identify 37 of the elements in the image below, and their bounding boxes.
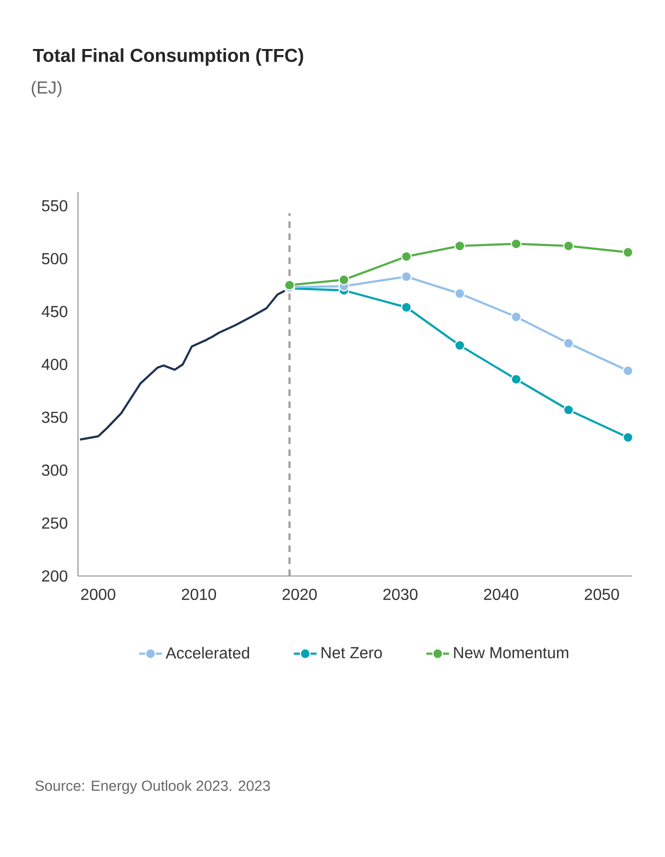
y-tick-label: 500 (42, 252, 68, 264)
point (622, 246, 634, 258)
legend-label: New Momentum (454, 647, 568, 658)
x-tick-label: 2030 (383, 588, 418, 600)
x-tick-label: 2050 (584, 588, 619, 600)
source-note: Source: Energy Outlook 2023. 2023 (35, 780, 270, 794)
y-tick-label: 450 (42, 306, 68, 318)
point (454, 340, 466, 351)
point (622, 432, 634, 443)
point (563, 404, 574, 416)
point (401, 271, 412, 282)
x-tick-label: 2020 (282, 588, 317, 600)
y-tick-label: 200 (42, 570, 68, 582)
point (510, 374, 522, 385)
x-tick-label: 2040 (484, 588, 518, 600)
y-tick-label: 250 (42, 517, 68, 529)
y-tick-label: 550 (42, 200, 68, 212)
legend-label: Accelerated (166, 646, 250, 659)
x-tick-label: 2000 (81, 588, 116, 600)
chart-subtitle: (EJ) (32, 80, 62, 98)
legend-label: Net Zero (322, 647, 382, 658)
point (454, 288, 466, 299)
chart-title: Total Final Consumption (TFC) (32, 48, 304, 66)
y-tick-label: 400 (42, 358, 68, 370)
x-tick-label: 2010 (182, 588, 216, 600)
point (622, 365, 634, 376)
point (510, 238, 522, 250)
point (338, 274, 350, 286)
point (284, 280, 295, 290)
point (563, 240, 574, 252)
y-tick-label: 350 (42, 412, 68, 423)
point (401, 251, 412, 262)
y-tick-label: 300 (42, 464, 68, 476)
point (454, 240, 466, 252)
point (401, 302, 412, 313)
point (563, 338, 574, 349)
point (510, 311, 522, 322)
